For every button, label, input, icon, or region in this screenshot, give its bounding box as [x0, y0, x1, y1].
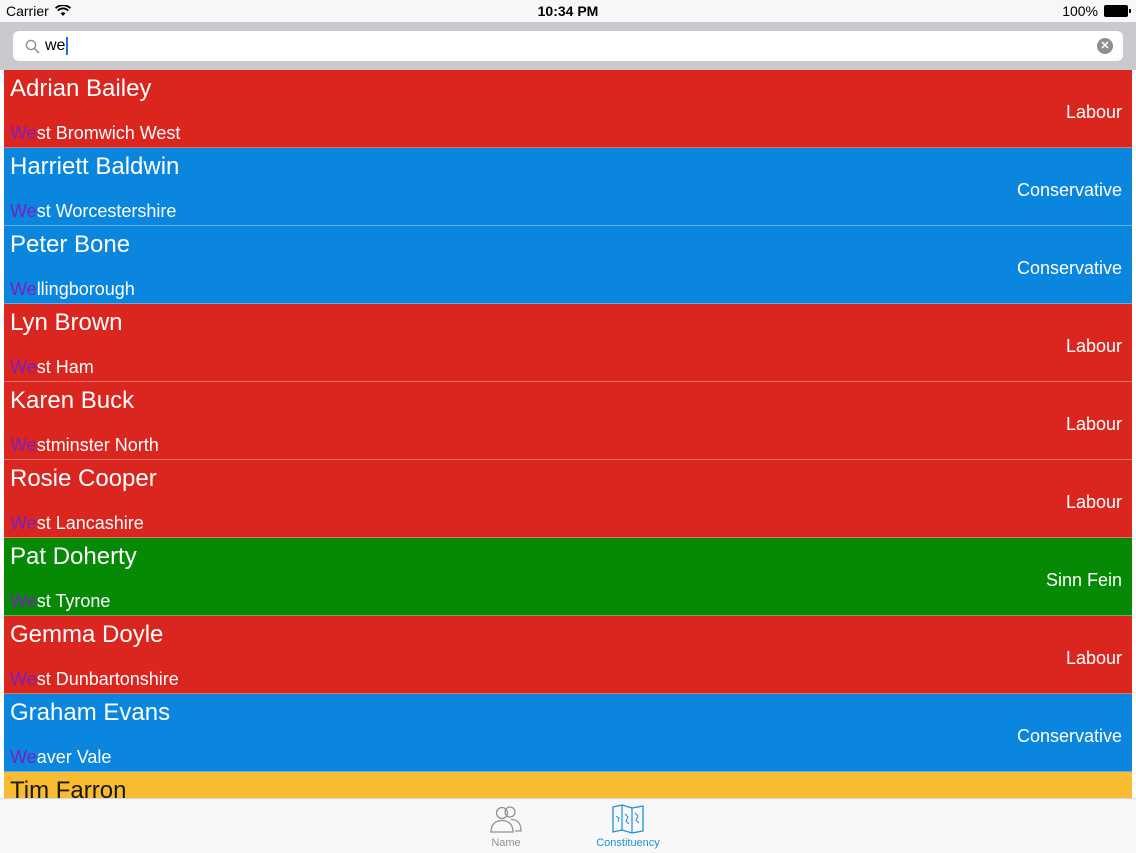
list-item[interactable]: Gemma Doyle Labour West Dunbartonshire — [4, 616, 1132, 694]
mp-name: Graham Evans — [10, 699, 171, 726]
constituency-label: West Worcestershire — [10, 201, 176, 222]
constituency-label: West Bromwich West — [10, 123, 180, 144]
search-match-highlight: We — [10, 669, 37, 689]
carrier-group: Carrier — [6, 3, 71, 19]
tab-name[interactable]: Name — [456, 804, 556, 850]
constituency-rest: stminster North — [36, 435, 159, 455]
tab-constituency[interactable]: Constituency — [578, 804, 678, 850]
party-label: Labour — [1065, 492, 1122, 512]
tab-bar: Name Constituency — [0, 798, 1136, 853]
mp-name: Rosie Cooper — [10, 465, 157, 492]
tab-constituency-label: Constituency — [596, 837, 660, 849]
constituency-rest: st Ham — [36, 357, 94, 377]
list-item[interactable]: Lyn Brown Labour West Ham — [4, 304, 1132, 382]
battery-percent: 100% — [1062, 3, 1098, 19]
party-label: Conservative — [1016, 258, 1122, 278]
mp-name: Gemma Doyle — [10, 621, 164, 648]
search-match-highlight: We — [10, 201, 37, 221]
list-item[interactable]: Pat Doherty Sinn Fein West Tyrone — [4, 538, 1132, 616]
constituency-rest: llingborough — [36, 279, 135, 299]
constituency-label: West Lancashire — [10, 513, 144, 534]
party-label: Conservative — [1016, 726, 1122, 746]
search-match-highlight: We — [10, 591, 37, 611]
search-match-highlight: We — [10, 357, 37, 377]
battery-icon — [1104, 5, 1131, 17]
search-match-highlight: We — [10, 747, 37, 767]
text-caret — [66, 37, 69, 55]
constituency-rest: st Tyrone — [36, 591, 111, 611]
party-label: Sinn Fein — [1045, 570, 1122, 590]
mp-name: Harriett Baldwin — [10, 153, 180, 180]
constituency-label: West Ham — [10, 357, 94, 378]
list-item[interactable]: Karen Buck Labour Westminster North — [4, 382, 1132, 460]
mp-results-list[interactable]: Adrian Bailey Labour West Bromwich West Har… — [4, 70, 1132, 798]
mp-name: Peter Bone — [10, 231, 131, 258]
tab-name-label: Name — [491, 837, 521, 849]
list-item[interactable]: Rosie Cooper Labour West Lancashire — [4, 460, 1132, 538]
constituency-label: West Tyrone — [10, 591, 110, 612]
status-time: 10:34 PM — [537, 3, 599, 19]
mp-name: Lyn Brown — [10, 309, 123, 336]
constituency-rest: st Dunbartonshire — [36, 669, 179, 689]
constituency-rest: aver Vale — [36, 747, 112, 767]
constituency-label: Weaver Vale — [10, 747, 111, 768]
mp-name: Karen Buck — [10, 387, 135, 414]
party-label: Labour — [1065, 414, 1122, 434]
mp-name: Pat Doherty — [10, 543, 137, 570]
mp-name: Tim Farron — [10, 777, 127, 798]
search-match-highlight: We — [10, 435, 37, 455]
search-match-highlight: We — [10, 279, 37, 299]
constituency-label: Westminster North — [10, 435, 159, 456]
list-item[interactable]: Adrian Bailey Labour West Bromwich West — [4, 70, 1132, 148]
people-icon — [490, 806, 522, 833]
constituency-rest: st Bromwich West — [36, 123, 181, 143]
constituency-rest: st Lancashire — [36, 513, 144, 533]
search-input[interactable]: we ✕ — [13, 31, 1123, 61]
clear-search-icon[interactable]: ✕ — [1097, 38, 1113, 54]
search-match-highlight: We — [10, 513, 37, 533]
mp-name: Adrian Bailey — [10, 75, 152, 102]
constituency-label: West Dunbartonshire — [10, 669, 179, 690]
list-item[interactable]: Harriett Baldwin Conservative West Worcest… — [4, 148, 1132, 226]
constituency-label: Wellingborough — [10, 279, 135, 300]
party-label: Labour — [1065, 102, 1122, 122]
carrier-label: Carrier — [6, 3, 49, 19]
party-label: Conservative — [1016, 180, 1122, 200]
status-bar: Carrier 10:34 PM 100% — [0, 0, 1136, 22]
battery-group: 100% — [1062, 3, 1131, 19]
search-icon — [21, 35, 43, 57]
search-query: we — [45, 37, 66, 54]
list-item[interactable]: Peter Bone Conservative Wellingborough — [4, 226, 1132, 304]
map-icon — [612, 804, 644, 834]
list-item[interactable]: Tim Farron — [4, 772, 1132, 798]
search-bar: we ✕ — [0, 22, 1136, 70]
wifi-icon — [54, 5, 71, 16]
list-item[interactable]: Graham Evans Conservative Weaver Vale — [4, 694, 1132, 772]
party-label: Labour — [1065, 648, 1122, 668]
party-label: Labour — [1065, 336, 1122, 356]
search-match-highlight: We — [10, 123, 37, 143]
constituency-rest: st Worcestershire — [36, 201, 177, 221]
